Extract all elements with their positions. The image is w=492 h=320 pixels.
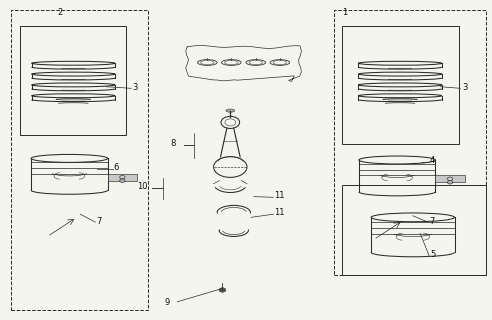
Bar: [435, 175, 465, 182]
Ellipse shape: [120, 175, 125, 179]
Bar: [341, 186, 487, 275]
Ellipse shape: [447, 180, 453, 184]
Text: 1: 1: [341, 8, 347, 17]
Text: 3: 3: [132, 83, 138, 92]
Text: 11: 11: [275, 208, 285, 217]
Text: 7: 7: [96, 217, 102, 226]
Text: 6: 6: [114, 163, 119, 172]
Ellipse shape: [226, 109, 235, 112]
Ellipse shape: [447, 177, 453, 180]
Text: 9: 9: [164, 298, 170, 307]
Bar: [108, 174, 137, 181]
Text: 8: 8: [170, 139, 175, 148]
Bar: [341, 26, 460, 144]
Text: 4: 4: [430, 156, 435, 165]
Text: 7: 7: [429, 217, 434, 226]
Bar: [10, 10, 148, 310]
Text: 10: 10: [137, 182, 148, 191]
Ellipse shape: [359, 156, 435, 164]
Bar: [20, 26, 126, 134]
Text: 5: 5: [430, 250, 435, 259]
Text: 3: 3: [462, 83, 467, 92]
Ellipse shape: [31, 155, 108, 162]
Bar: [334, 10, 487, 275]
Text: 2: 2: [57, 8, 62, 17]
Text: 11: 11: [275, 191, 285, 200]
Ellipse shape: [120, 179, 125, 182]
Ellipse shape: [371, 213, 455, 222]
Ellipse shape: [219, 288, 226, 292]
